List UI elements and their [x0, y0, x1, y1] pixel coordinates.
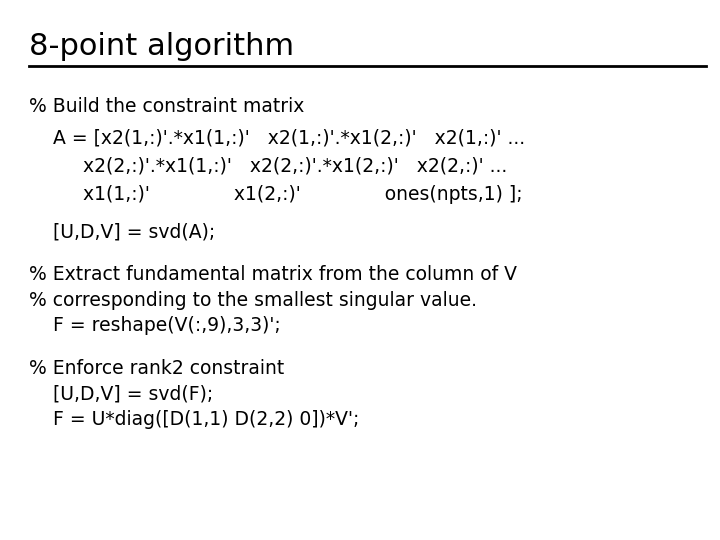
Text: % Extract fundamental matrix from the column of V: % Extract fundamental matrix from the co… — [29, 265, 517, 284]
Text: % Enforce rank2 constraint: % Enforce rank2 constraint — [29, 359, 284, 377]
Text: % corresponding to the smallest singular value.: % corresponding to the smallest singular… — [29, 291, 477, 309]
Text: 8-point algorithm: 8-point algorithm — [29, 32, 294, 62]
Text: A = [x2(1,:)'.*x1(1,:)'   x2(1,:)'.*x1(2,:)'   x2(1,:)' ...: A = [x2(1,:)'.*x1(1,:)' x2(1,:)'.*x1(2,:… — [29, 129, 525, 147]
Text: % Build the constraint matrix: % Build the constraint matrix — [29, 97, 304, 116]
Text: F = reshape(V(:,9),3,3)';: F = reshape(V(:,9),3,3)'; — [29, 316, 281, 335]
Text: [U,D,V] = svd(A);: [U,D,V] = svd(A); — [29, 222, 215, 241]
Text: F = U*diag([D(1,1) D(2,2) 0])*V';: F = U*diag([D(1,1) D(2,2) 0])*V'; — [29, 410, 359, 429]
Text: x1(1,:)'              x1(2,:)'              ones(npts,1) ];: x1(1,:)' x1(2,:)' ones(npts,1) ]; — [29, 185, 523, 204]
Text: [U,D,V] = svd(F);: [U,D,V] = svd(F); — [29, 384, 213, 403]
Text: x2(2,:)'.*x1(1,:)'   x2(2,:)'.*x1(2,:)'   x2(2,:)' ...: x2(2,:)'.*x1(1,:)' x2(2,:)'.*x1(2,:)' x2… — [29, 157, 507, 176]
